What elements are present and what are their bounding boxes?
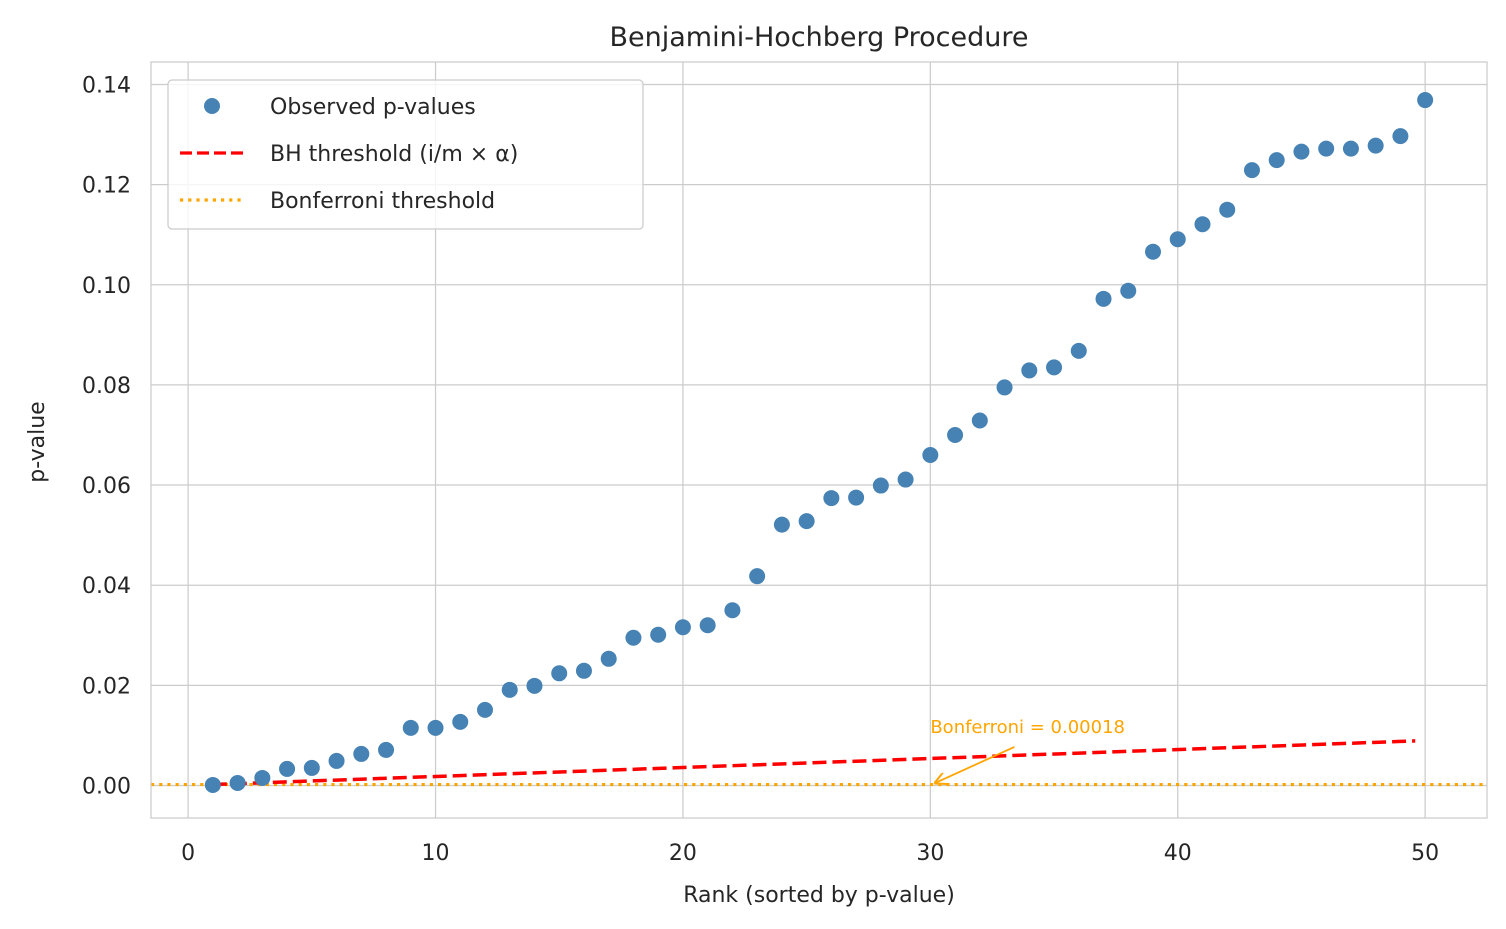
p-value-point xyxy=(798,513,815,530)
y-tick-label: 0.06 xyxy=(82,474,131,499)
p-value-point xyxy=(625,629,642,646)
annotation: Bonferroni = 0.00018 xyxy=(930,717,1125,783)
grid xyxy=(151,62,1487,818)
p-value-point xyxy=(303,759,320,776)
p-value-point xyxy=(427,719,444,736)
p-value-point xyxy=(501,681,518,698)
bh-threshold-line xyxy=(212,739,1416,787)
bonferroni-annotation-arrow xyxy=(935,746,1015,783)
y-tick-label: 0.00 xyxy=(82,774,131,799)
p-value-point xyxy=(229,774,246,791)
x-tick-label: 10 xyxy=(422,841,450,866)
p-value-point xyxy=(600,650,617,667)
p-value-point xyxy=(724,602,741,619)
x-tick-label: 50 xyxy=(1411,841,1439,866)
p-value-point xyxy=(1021,362,1038,379)
p-value-point xyxy=(1194,216,1211,233)
p-value-point xyxy=(971,412,988,429)
p-value-point xyxy=(353,745,370,762)
p-value-point xyxy=(1367,137,1384,154)
p-value-point xyxy=(1318,140,1335,157)
p-value-point xyxy=(1070,342,1087,359)
p-value-point xyxy=(1268,152,1285,169)
p-value-point xyxy=(526,677,543,694)
p-value-point xyxy=(922,447,939,464)
p-value-point xyxy=(996,379,1013,396)
p-value-point xyxy=(848,489,865,506)
legend-label-bonferroni: Bonferroni threshold xyxy=(270,189,495,214)
y-tick-label: 0.08 xyxy=(82,374,131,399)
p-value-point xyxy=(1417,92,1434,109)
p-value-point xyxy=(897,471,914,488)
legend-box xyxy=(167,79,644,230)
p-value-point xyxy=(279,760,296,777)
p-value-point xyxy=(1145,243,1161,260)
p-value-point xyxy=(328,752,345,769)
p-value-point xyxy=(551,665,568,682)
p-value-point xyxy=(1219,201,1236,218)
y-tick-label: 0.04 xyxy=(82,574,131,599)
bonferroni-annotation-text: Bonferroni = 0.00018 xyxy=(930,717,1125,738)
p-value-point xyxy=(1046,359,1063,376)
x-tick-label: 0 xyxy=(181,841,195,866)
x-tick-label: 30 xyxy=(916,841,944,866)
p-value-point xyxy=(1169,231,1186,248)
y-tick-label: 0.10 xyxy=(82,274,131,299)
p-value-point xyxy=(749,568,766,585)
y-tick-label: 0.12 xyxy=(82,174,131,199)
p-value-point xyxy=(378,741,395,758)
p-value-point xyxy=(650,626,667,643)
p-value-point xyxy=(575,662,592,679)
p-value-point xyxy=(1120,282,1137,299)
p-value-point xyxy=(773,516,790,533)
y-axis-label: p-value xyxy=(25,401,50,482)
p-value-point xyxy=(1243,162,1260,179)
legend-label-bh: BH threshold (i/m × α) xyxy=(270,142,518,167)
p-value-point xyxy=(402,719,419,736)
p-value-point xyxy=(1293,143,1310,160)
p-value-point xyxy=(1392,128,1409,145)
legend: Observed p-values BH threshold (i/m × α)… xyxy=(167,79,644,230)
p-value-point xyxy=(674,619,691,636)
data-layer xyxy=(151,92,1487,793)
p-value-point xyxy=(1095,290,1112,307)
y-tick-label: 0.14 xyxy=(82,74,131,99)
x-tick-label: 40 xyxy=(1164,841,1192,866)
legend-label-observed: Observed p-values xyxy=(270,95,476,120)
tick-labels: 0 10 20 30 40 50 0.00 0.02 0.04 0.06 0.08 0.10 0.12 0… xyxy=(82,74,1439,866)
p-value-point xyxy=(204,776,221,793)
plot-frame xyxy=(150,61,1488,819)
x-axis-label: Rank (sorted by p-value) xyxy=(683,883,955,908)
chart-title: Benjamini-Hochberg Procedure xyxy=(610,22,1029,53)
p-value-point xyxy=(872,477,889,494)
p-value-point xyxy=(823,490,840,507)
p-value-point xyxy=(254,769,271,786)
p-value-point xyxy=(947,426,964,443)
y-tick-label: 0.02 xyxy=(82,674,131,699)
p-value-point xyxy=(477,701,493,718)
legend-scatter-marker xyxy=(204,98,220,114)
p-value-point xyxy=(699,617,716,634)
x-tick-label: 20 xyxy=(669,841,697,866)
p-value-point xyxy=(1342,140,1359,157)
p-value-point xyxy=(452,713,469,730)
